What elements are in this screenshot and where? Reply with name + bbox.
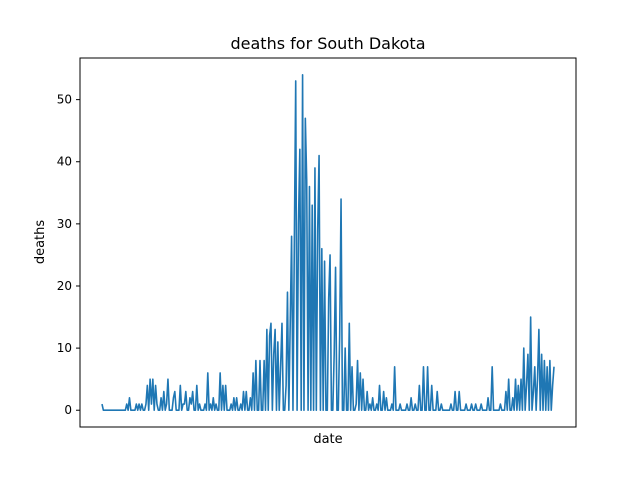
y-tick-label: 50 bbox=[57, 93, 72, 107]
series-group bbox=[101, 73, 555, 412]
y-tick-label: 30 bbox=[57, 217, 72, 231]
y-tick-label: 20 bbox=[57, 279, 72, 293]
plot-area: 0 10 20 30 40 50 bbox=[57, 57, 577, 428]
y-tick-label: 40 bbox=[57, 155, 72, 169]
y-tick-label: 0 bbox=[64, 403, 72, 417]
chart-title: deaths for South Dakota bbox=[231, 34, 426, 53]
y-axis-label: deaths bbox=[33, 220, 48, 265]
y-axis: 0 10 20 30 40 50 bbox=[57, 93, 80, 417]
y-tick-label: 10 bbox=[57, 341, 72, 355]
x-axis-label: date bbox=[313, 432, 342, 447]
series-line bbox=[101, 73, 555, 412]
